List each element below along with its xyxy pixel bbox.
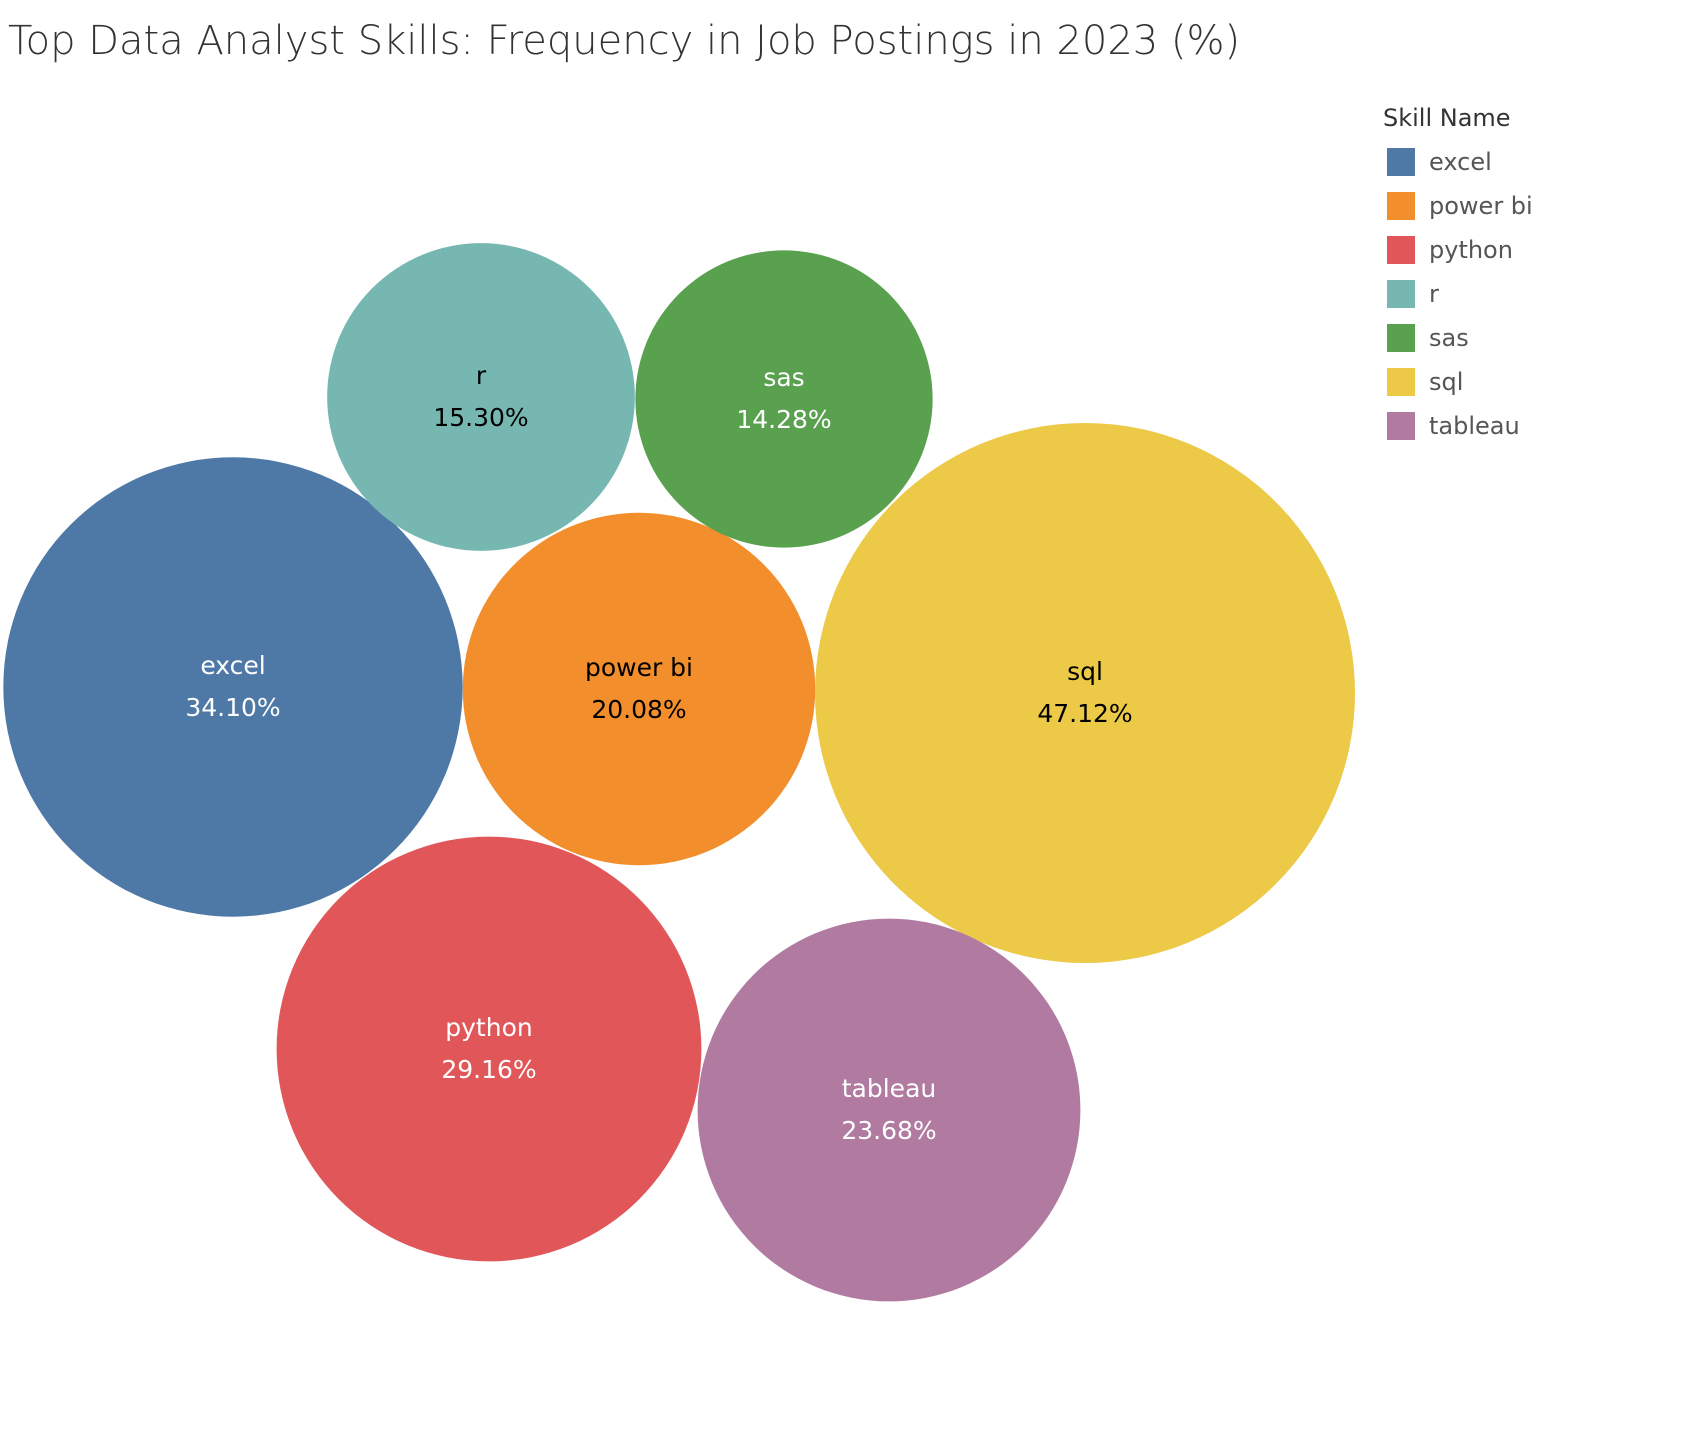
- bubble-circle-excel[interactable]: [3, 457, 463, 917]
- bubble-value-label-excel: 34.10%: [185, 693, 280, 722]
- chart-title: Top Data Analyst Skills: Frequency in Jo…: [8, 18, 1241, 64]
- bubble-name-label-python: python: [445, 1013, 532, 1042]
- bubble-name-label-r: r: [476, 361, 487, 390]
- bubble-python[interactable]: python 29.16%: [276, 836, 702, 1262]
- bubble-tableau[interactable]: tableau 23.68%: [697, 918, 1081, 1302]
- bubble-excel[interactable]: excel 34.10%: [3, 457, 463, 917]
- legend-swatch-r: [1387, 280, 1415, 308]
- legend-label-power-bi: power bi: [1429, 192, 1533, 220]
- bubble-circle-r[interactable]: [327, 243, 635, 551]
- legend-label-python: python: [1429, 236, 1513, 264]
- bubble-sql[interactable]: sql 47.12%: [815, 423, 1355, 963]
- legend-item-r[interactable]: r: [1383, 272, 1533, 316]
- bubble-value-label-python: 29.16%: [441, 1055, 536, 1084]
- bubble-r[interactable]: r 15.30%: [327, 243, 635, 551]
- legend-label-r: r: [1429, 280, 1439, 308]
- legend-swatch-power-bi: [1387, 192, 1415, 220]
- legend-title: Skill Name: [1383, 104, 1511, 132]
- bubble-circle-power-bi[interactable]: [462, 512, 816, 866]
- legend-swatch-python: [1387, 236, 1415, 264]
- bubble-name-label-tableau: tableau: [842, 1074, 936, 1103]
- legend-label-tableau: tableau: [1429, 412, 1520, 440]
- legend-swatch-sql: [1387, 368, 1415, 396]
- bubble-circle-sql[interactable]: [815, 423, 1355, 963]
- bubble-circle-python[interactable]: [276, 836, 702, 1262]
- bubble-name-label-power-bi: power bi: [585, 653, 693, 682]
- legend-label-excel: excel: [1429, 148, 1492, 176]
- legend-swatch-tableau: [1387, 412, 1415, 440]
- legend-items: excel power bi python r sas sql tableau: [1383, 140, 1533, 448]
- bubble-value-label-sql: 47.12%: [1037, 699, 1132, 728]
- bubble-name-label-excel: excel: [200, 651, 265, 680]
- bubble-circle-tableau[interactable]: [697, 918, 1081, 1302]
- bubble-value-label-r: 15.30%: [433, 403, 528, 432]
- legend-item-python[interactable]: python: [1383, 228, 1533, 272]
- bubble-circle-sas[interactable]: [635, 250, 933, 548]
- bubble-value-label-sas: 14.28%: [736, 405, 831, 434]
- bubble-sas[interactable]: sas 14.28%: [635, 250, 933, 548]
- legend-item-tableau[interactable]: tableau: [1383, 404, 1533, 448]
- legend-item-excel[interactable]: excel: [1383, 140, 1533, 184]
- bubble-power-bi[interactable]: power bi 20.08%: [462, 512, 816, 866]
- bubble-value-label-power-bi: 20.08%: [591, 695, 686, 724]
- legend: Skill Name excel power bi python r sas sql tab…: [1383, 104, 1533, 448]
- legend-label-sas: sas: [1429, 324, 1469, 352]
- legend-swatch-excel: [1387, 148, 1415, 176]
- legend-swatch-sas: [1387, 324, 1415, 352]
- bubble-name-label-sas: sas: [763, 363, 804, 392]
- legend-label-sql: sql: [1429, 368, 1464, 396]
- legend-item-sql[interactable]: sql: [1383, 360, 1533, 404]
- bubble-name-label-sql: sql: [1067, 657, 1103, 686]
- legend-item-power-bi[interactable]: power bi: [1383, 184, 1533, 228]
- legend-item-sas[interactable]: sas: [1383, 316, 1533, 360]
- bubble-value-label-tableau: 23.68%: [841, 1116, 936, 1145]
